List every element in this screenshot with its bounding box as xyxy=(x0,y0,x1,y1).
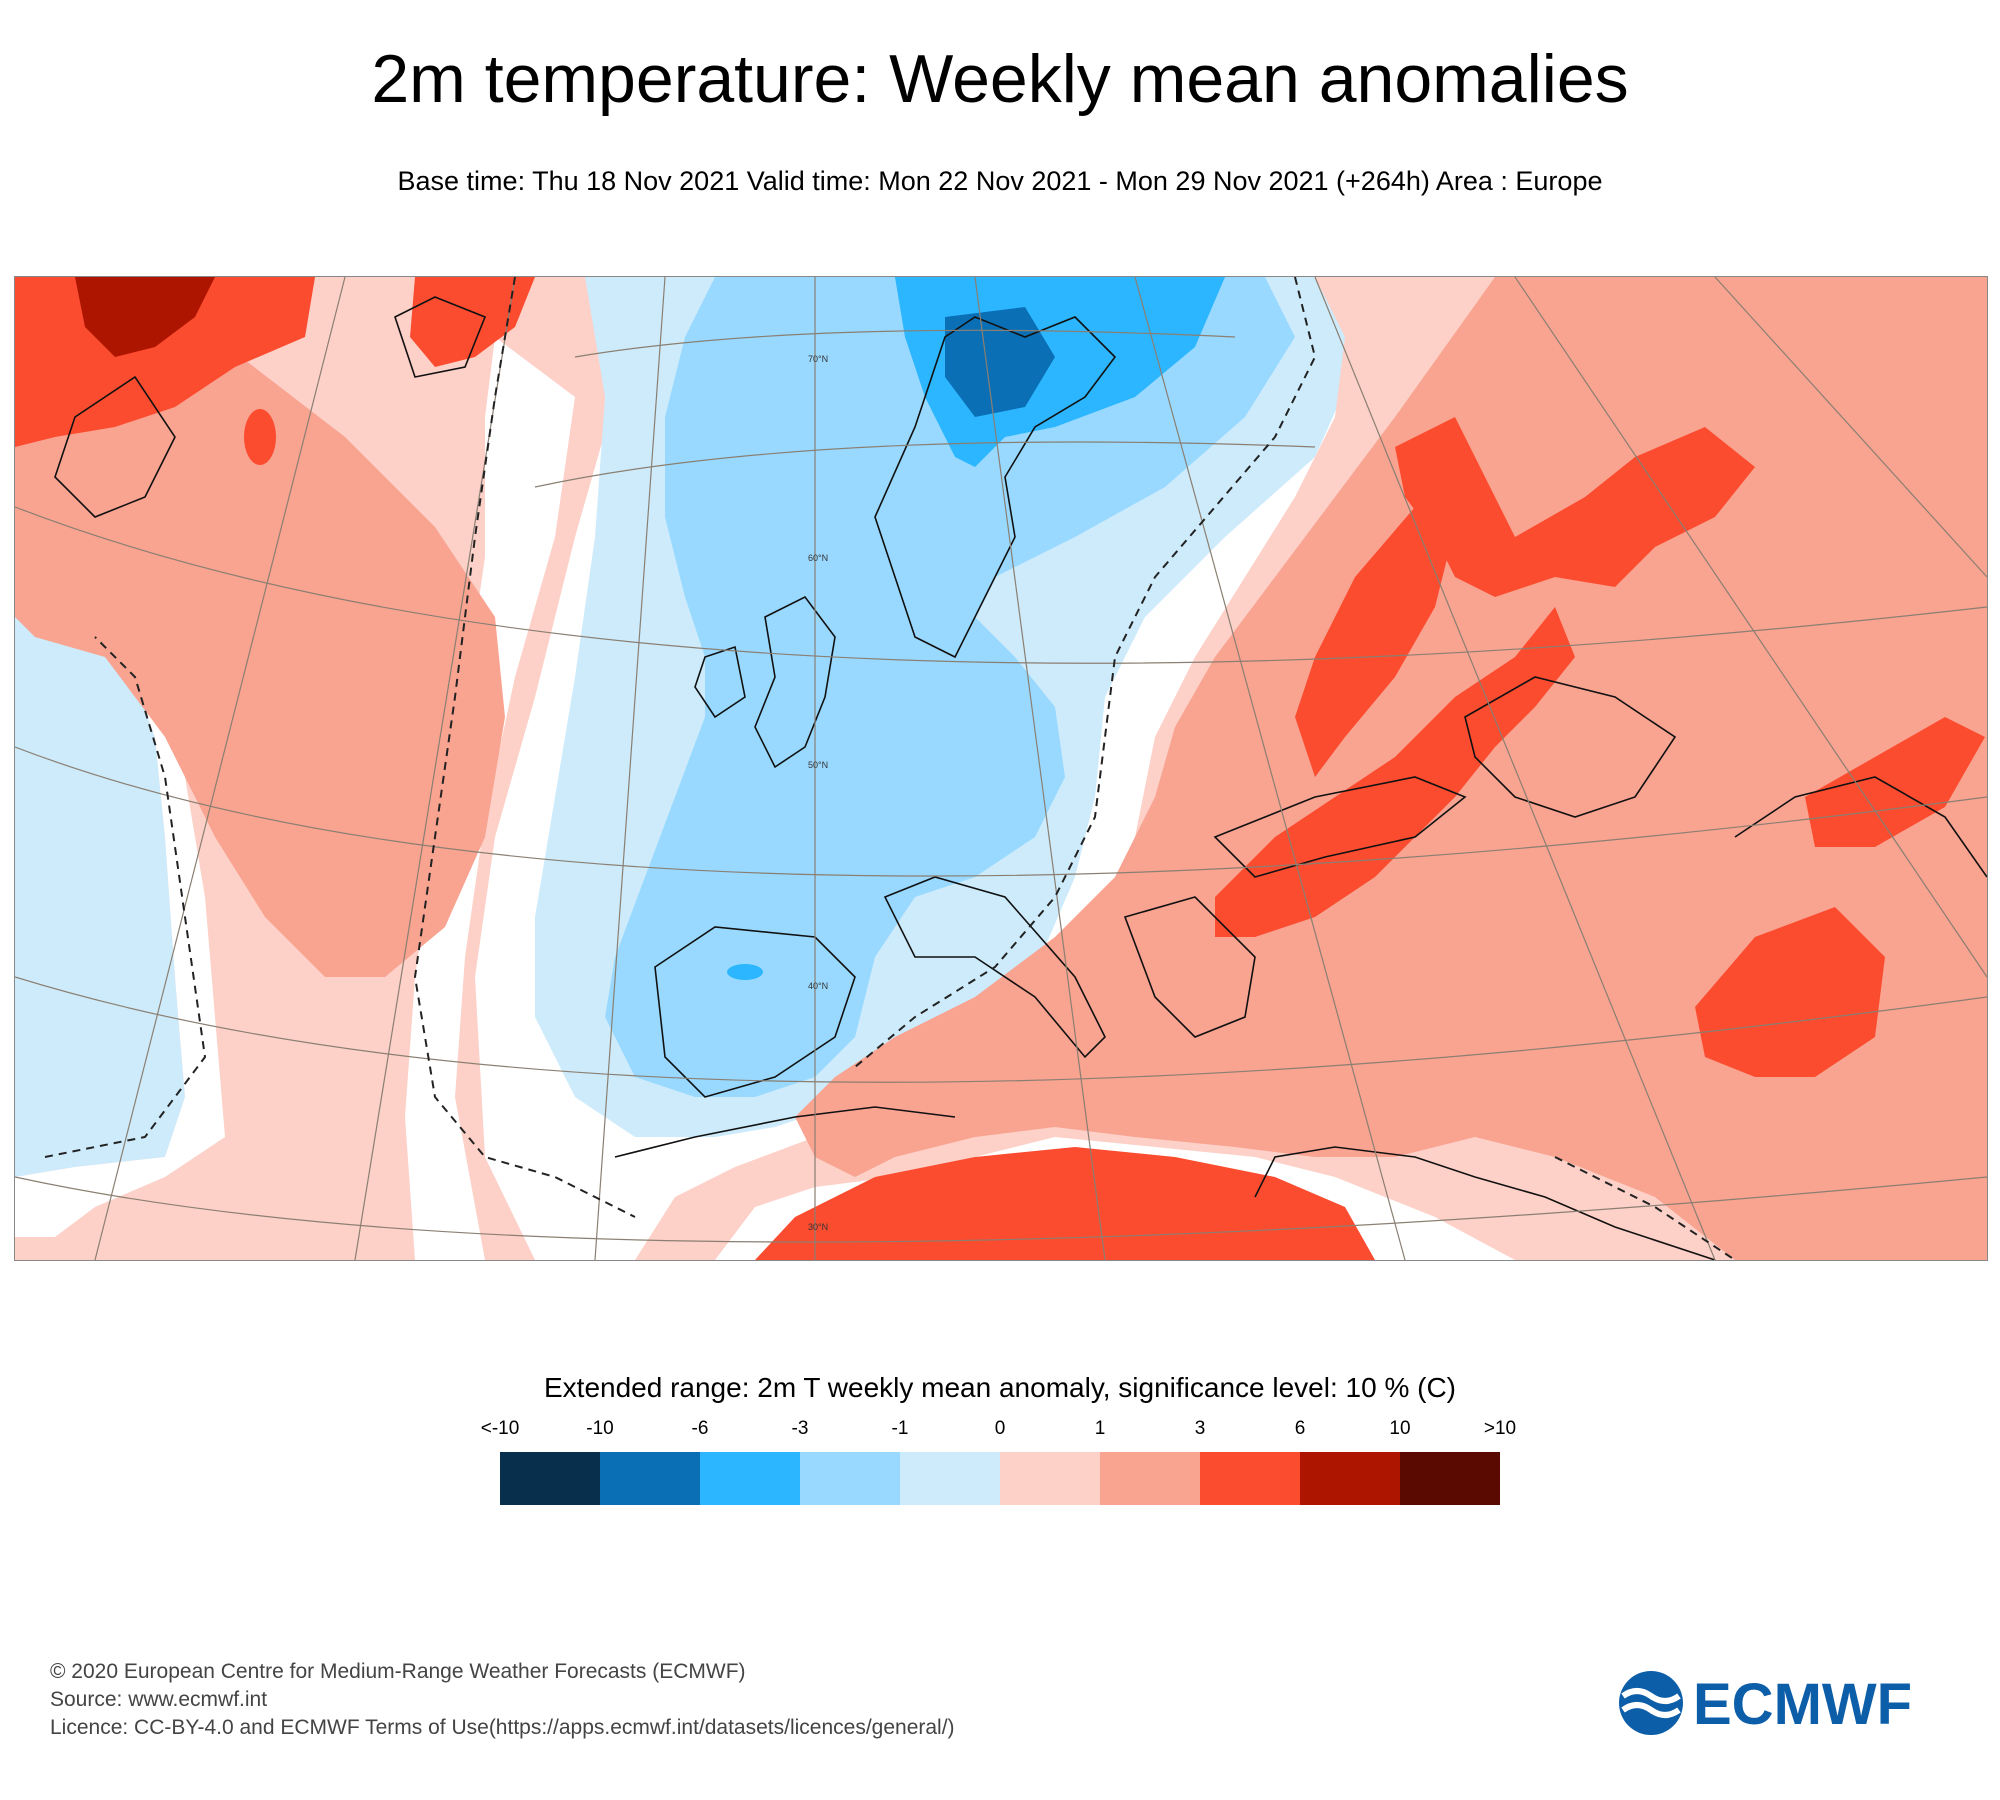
anomaly-region-atlantic-warm xyxy=(15,337,505,977)
legend-tick-label: 3 xyxy=(1194,1418,1206,1439)
anomaly-spot-iberia-cold xyxy=(727,964,763,980)
legend-tick-label: 0 xyxy=(994,1418,1006,1439)
footer-copyright: © 2020 European Centre for Medium-Range … xyxy=(50,1660,746,1683)
anomaly-spot-atlantic-hot xyxy=(244,409,276,465)
legend-color-swatch xyxy=(1400,1452,1500,1505)
legend-tick-label: -10 xyxy=(586,1418,614,1439)
anomaly-region-lapland-extreme-cold xyxy=(945,307,1055,417)
anomaly-map: 70°N 60°N 50°N 40°N 30°N xyxy=(14,276,1988,1261)
legend-tick-label: >10 xyxy=(1483,1418,1517,1439)
footer-licence: Licence: CC-BY-4.0 and ECMWF Terms of Us… xyxy=(50,1716,955,1739)
footer-source: Source: www.ecmwf.int xyxy=(50,1688,268,1711)
legend-tick-label: -6 xyxy=(691,1418,709,1439)
legend-tick-label: 1 xyxy=(1094,1418,1106,1439)
anomaly-region-greenland-very-hot xyxy=(75,277,215,357)
anomaly-region-balkans-hot xyxy=(1215,607,1575,937)
anomaly-map-svg: 70°N 60°N 50°N 40°N 30°N xyxy=(15,277,1987,1260)
legend-tick-labels: <-10 -10 -6 -3 -1 0 1 3 6 10 >10 xyxy=(481,1418,1516,1442)
lat-labels: 70°N 60°N 50°N 40°N 30°N xyxy=(808,354,828,1232)
lat-label-50: 50°N xyxy=(808,760,828,770)
legend-color-swatch xyxy=(1100,1452,1200,1505)
legend-color-swatch xyxy=(1000,1452,1100,1505)
footer: © 2020 European Centre for Medium-Range … xyxy=(50,1658,955,1742)
anomaly-region-central-europe-hot xyxy=(1295,507,1455,777)
lat-label-40: 40°N xyxy=(808,981,828,991)
legend-tick-label: 6 xyxy=(1294,1418,1306,1439)
legend-tick-label: -1 xyxy=(891,1418,909,1439)
anomaly-region-midatlantic-neutral xyxy=(405,337,575,1260)
legend-tick-label: -3 xyxy=(791,1418,809,1439)
anomaly-region-europe-cold xyxy=(605,277,1295,1097)
ecmwf-logo: ECMWF xyxy=(1619,1671,1912,1737)
coastlines xyxy=(54,296,1987,1260)
page-title: 2m temperature: Weekly mean anomalies xyxy=(371,41,1629,117)
anomaly-region-west-neutral xyxy=(15,657,225,1237)
legend-tick-label: <-10 xyxy=(480,1418,520,1439)
anomaly-region-arabia-hot xyxy=(1695,907,1885,1077)
ecmwf-logo-text: ECMWF xyxy=(1693,1672,1912,1737)
legend-title: Extended range: 2m T weekly mean anomaly… xyxy=(543,1372,1456,1403)
legend-color-swatch xyxy=(700,1452,800,1505)
lat-label-60: 60°N xyxy=(808,553,828,563)
legend-colorbar xyxy=(500,1452,1500,1505)
page-subtitle: Base time: Thu 18 Nov 2021 Valid time: M… xyxy=(397,166,1603,196)
ecmwf-logo-mark xyxy=(1619,1671,1683,1735)
anomaly-region-west-light-cold xyxy=(15,597,185,1177)
lat-label-30: 30°N xyxy=(808,1222,828,1232)
legend-color-swatch xyxy=(1200,1452,1300,1505)
legend-color-swatch xyxy=(600,1452,700,1505)
legend-color-swatch xyxy=(900,1452,1000,1505)
legend-color-swatch xyxy=(500,1452,600,1505)
legend-color-swatch xyxy=(800,1452,900,1505)
legend-tick-label: 10 xyxy=(1389,1418,1411,1439)
legend-color-swatch xyxy=(1300,1452,1400,1505)
lat-label-70: 70°N xyxy=(808,354,828,364)
anomaly-region-russia-hot xyxy=(1395,417,1755,597)
significance-contours xyxy=(44,277,1736,1260)
graticule xyxy=(15,277,1987,1260)
